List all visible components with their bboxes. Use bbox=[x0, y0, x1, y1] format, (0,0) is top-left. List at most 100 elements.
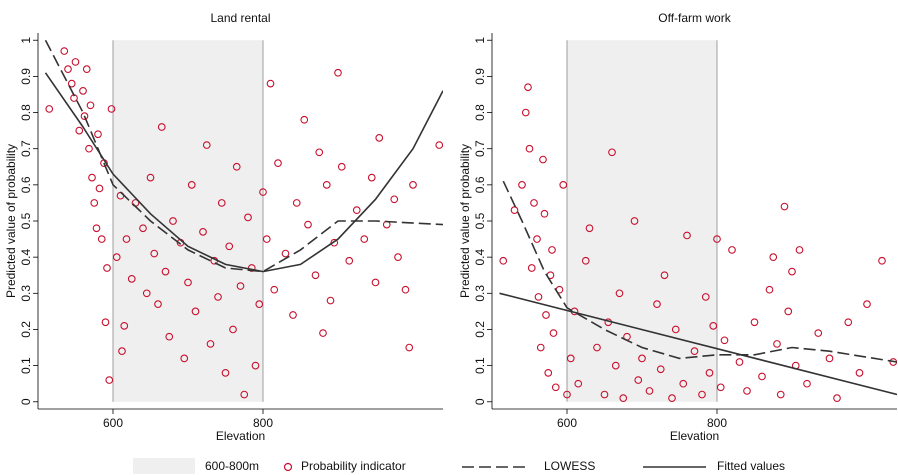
data-point bbox=[97, 235, 106, 243]
data-point bbox=[236, 282, 245, 290]
data-point bbox=[281, 249, 290, 258]
data-point bbox=[334, 68, 342, 77]
data-point bbox=[326, 296, 335, 305]
data-point bbox=[251, 361, 260, 370]
data-point bbox=[435, 141, 443, 149]
data-point bbox=[844, 318, 853, 327]
legend-label: Probability indicator bbox=[301, 459, 406, 473]
y-tick-label: 0.6 bbox=[19, 176, 33, 193]
data-point bbox=[540, 209, 549, 218]
data-point bbox=[525, 144, 534, 153]
data-point bbox=[814, 329, 823, 337]
data-point bbox=[360, 235, 369, 243]
data-point bbox=[743, 387, 751, 395]
x-axis-label: Elevation bbox=[216, 429, 265, 443]
data-point bbox=[184, 278, 192, 287]
x-axis-label: Elevation bbox=[670, 429, 719, 443]
panel: 0 0.1 0.2 0.3 0.4 0.5 0.6 0.7 0.8 0.9 1 600 800 Off-f… bbox=[458, 11, 897, 443]
y-tick-label: 1 bbox=[19, 37, 33, 44]
data-point bbox=[542, 311, 550, 319]
data-point bbox=[630, 217, 639, 225]
data-point bbox=[118, 347, 126, 356]
data-point bbox=[600, 390, 609, 399]
legend-label: LOWESS bbox=[544, 459, 595, 473]
data-point bbox=[720, 336, 729, 345]
line-series bbox=[502, 180, 897, 363]
data-point bbox=[330, 238, 339, 247]
data-point bbox=[270, 285, 279, 294]
data-point bbox=[611, 361, 620, 370]
data-point bbox=[371, 278, 380, 287]
legend-band-swatch bbox=[133, 458, 195, 474]
data-point bbox=[390, 195, 399, 204]
data-point bbox=[709, 321, 718, 330]
data-point bbox=[544, 368, 553, 377]
plot-area bbox=[499, 83, 897, 403]
y-tick-label: 0.8 bbox=[19, 104, 33, 121]
data-point bbox=[64, 65, 72, 74]
data-point bbox=[549, 329, 558, 337]
legend-point-swatch bbox=[283, 462, 293, 472]
data-point bbox=[660, 271, 669, 280]
legend-label: Fitted values bbox=[717, 459, 785, 473]
data-point bbox=[784, 307, 793, 316]
data-point bbox=[80, 112, 89, 121]
data-point bbox=[855, 368, 864, 377]
data-point bbox=[679, 379, 688, 388]
data-point bbox=[71, 58, 80, 66]
data-point bbox=[292, 199, 301, 207]
band bbox=[113, 40, 263, 402]
data-point bbox=[367, 173, 376, 182]
y-tick-label: 0.4 bbox=[19, 248, 33, 265]
data-point bbox=[788, 267, 796, 276]
data-point bbox=[225, 242, 234, 251]
data-point bbox=[199, 227, 207, 236]
data-point bbox=[690, 347, 699, 356]
data-point bbox=[394, 253, 402, 262]
data-point bbox=[878, 256, 886, 265]
data-point bbox=[833, 394, 841, 403]
y-tick-label: 0.3 bbox=[19, 285, 33, 302]
data-point bbox=[229, 325, 237, 334]
data-point bbox=[274, 159, 282, 168]
data-point bbox=[107, 105, 116, 113]
data-point bbox=[75, 126, 84, 135]
data-point bbox=[773, 340, 781, 348]
y-axis-label: Predicted value of probability bbox=[458, 144, 472, 298]
data-point bbox=[221, 368, 230, 377]
y-tick-label: 0.6 bbox=[473, 176, 487, 193]
data-point bbox=[304, 220, 312, 229]
y-tick-label: 0.5 bbox=[19, 212, 33, 229]
panel: 0 0.1 0.2 0.3 0.4 0.5 0.6 0.7 0.8 0.9 1 600 800 Land … bbox=[4, 11, 443, 443]
data-point bbox=[698, 390, 706, 399]
data-point bbox=[127, 274, 136, 283]
data-point bbox=[409, 180, 417, 189]
y-tick-label: 0 bbox=[19, 398, 33, 405]
y-tick-label: 0.7 bbox=[19, 140, 33, 157]
chart-title: Off-farm work bbox=[658, 11, 731, 25]
data-point bbox=[863, 300, 871, 309]
data-point bbox=[187, 180, 196, 189]
data-point bbox=[315, 148, 324, 157]
data-point bbox=[750, 318, 759, 327]
data-point bbox=[536, 343, 545, 352]
data-point bbox=[79, 86, 87, 95]
data-point bbox=[671, 325, 680, 334]
data-point bbox=[82, 65, 91, 74]
y-tick-label: 0.5 bbox=[473, 212, 487, 229]
data-point bbox=[101, 318, 110, 327]
data-point bbox=[206, 340, 215, 348]
y-tick-label: 0.9 bbox=[19, 68, 33, 85]
data-point bbox=[90, 199, 99, 207]
data-point bbox=[499, 256, 508, 265]
y-tick-label: 0.2 bbox=[19, 321, 33, 338]
data-point bbox=[345, 256, 354, 265]
data-point bbox=[191, 307, 200, 316]
data-point bbox=[735, 358, 744, 366]
data-point bbox=[548, 246, 556, 254]
data-point bbox=[259, 188, 267, 196]
data-point bbox=[142, 289, 151, 298]
data-point bbox=[566, 354, 575, 363]
data-point bbox=[795, 246, 804, 254]
legend: 600-800m Probability indicator LOWESS Fi… bbox=[133, 458, 785, 474]
